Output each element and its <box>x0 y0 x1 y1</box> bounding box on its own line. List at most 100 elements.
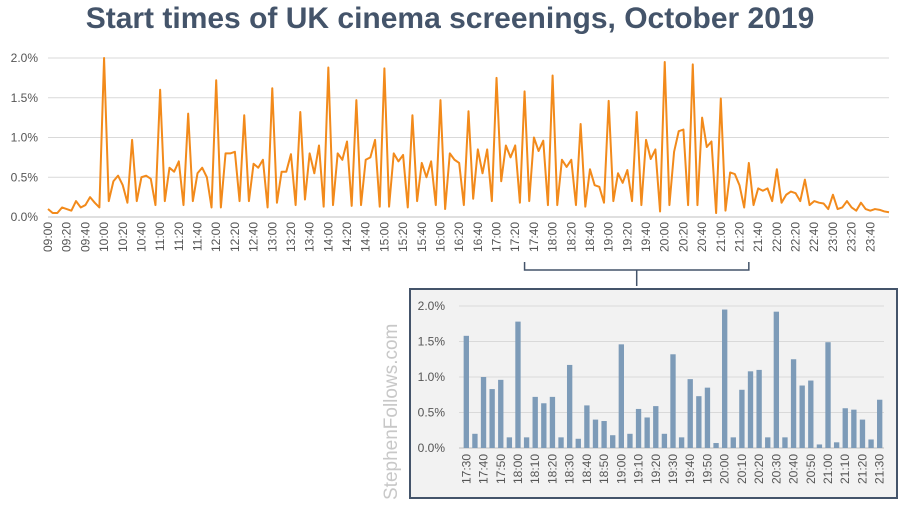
y-tick-label: 1.0% <box>418 370 446 384</box>
bar <box>463 335 469 448</box>
x-tick-label: 21:00 <box>714 222 728 252</box>
x-tick-label: 20:20 <box>752 454 766 484</box>
x-tick-label: 18:30 <box>563 454 577 484</box>
x-tick-label: 19:40 <box>683 454 697 484</box>
bar <box>782 437 788 448</box>
x-tick-label: 22:40 <box>807 222 821 252</box>
x-tick-label: 09:00 <box>41 222 55 252</box>
x-tick-label: 22:20 <box>789 222 803 252</box>
x-tick-label: 19:20 <box>649 454 663 484</box>
y-tick-label: 0.0% <box>418 441 446 455</box>
bar <box>833 442 840 448</box>
x-tick-label: 09:20 <box>60 222 74 252</box>
x-tick-label: 17:40 <box>527 222 541 252</box>
x-tick-label: 18:20 <box>564 222 578 252</box>
x-tick-label: 17:00 <box>490 222 504 252</box>
x-tick-label: 23:40 <box>863 222 877 252</box>
x-tick-label: 20:10 <box>735 454 749 484</box>
x-tick-label: 09:40 <box>78 222 92 252</box>
x-tick-label: 22:00 <box>770 222 784 252</box>
x-tick-label: 19:10 <box>632 454 646 484</box>
bar <box>489 389 495 448</box>
y-tick-label: 1.0% <box>11 131 39 145</box>
x-tick-label: 10:00 <box>97 222 111 252</box>
x-tick-label: 15:00 <box>377 222 391 252</box>
bar <box>523 437 530 448</box>
x-tick-label: 14:40 <box>359 222 373 252</box>
bar <box>756 369 762 448</box>
x-tick-label: 21:20 <box>732 222 746 252</box>
bar <box>670 354 676 448</box>
bar <box>644 417 650 448</box>
bar <box>515 321 521 448</box>
x-tick-label: 19:40 <box>639 222 653 252</box>
x-tick-label: 20:00 <box>718 454 732 484</box>
bar <box>877 399 883 448</box>
bar <box>498 379 504 448</box>
x-tick-label: 11:00 <box>153 222 167 251</box>
zoom-bracket <box>523 262 750 286</box>
bar <box>480 377 487 448</box>
bar <box>618 344 624 448</box>
x-tick-label: 20:40 <box>787 454 801 484</box>
x-tick-label: 12:00 <box>209 222 223 252</box>
bar <box>859 419 866 448</box>
x-tick-label: 21:20 <box>855 454 869 484</box>
x-tick-label: 21:30 <box>873 454 887 484</box>
bar <box>851 409 857 448</box>
bar <box>566 364 573 448</box>
chart-title: Start times of UK cinema screenings, Oct… <box>85 2 815 35</box>
x-tick-label: 23:20 <box>845 222 859 252</box>
y-tick-label: 1.5% <box>418 335 446 349</box>
bar <box>842 408 848 448</box>
x-tick-label: 21:00 <box>821 454 835 484</box>
x-tick-label: 20:40 <box>695 222 709 252</box>
inset-bars <box>463 309 883 448</box>
bar <box>635 408 642 448</box>
bar <box>730 437 736 448</box>
bar <box>868 439 874 448</box>
watermark-text: StephenFollows.com <box>381 324 402 500</box>
bar <box>739 389 745 448</box>
bar <box>678 437 685 448</box>
x-tick-label: 18:10 <box>528 454 542 484</box>
bar <box>661 433 668 448</box>
bar <box>610 435 616 448</box>
x-tick-label: 13:00 <box>265 222 279 252</box>
bar <box>601 421 607 448</box>
x-tick-label: 13:40 <box>303 222 317 252</box>
bar <box>790 359 797 448</box>
bar <box>825 342 831 448</box>
x-tick-label: 11:40 <box>191 222 205 251</box>
inset-x-axis: 17:30 17:40 17:50 18:00 18:10 18:20 18:30 18:40… <box>459 454 886 484</box>
x-tick-label: 14:00 <box>321 222 335 252</box>
x-tick-label: 16:20 <box>452 222 466 252</box>
x-tick-label: 11:20 <box>172 222 186 251</box>
bar <box>592 419 599 448</box>
x-tick-label: 21:10 <box>838 454 852 484</box>
bar <box>773 311 780 448</box>
x-tick-label: 19:00 <box>614 454 628 484</box>
bar <box>532 396 538 448</box>
y-tick-label: 2.0% <box>418 299 446 313</box>
x-tick-label: 16:40 <box>471 222 485 252</box>
x-tick-label: 16:00 <box>433 222 447 252</box>
bar <box>549 396 556 448</box>
bar <box>627 433 633 448</box>
x-tick-label: 12:40 <box>247 222 261 252</box>
x-tick-label: 14:20 <box>340 222 354 252</box>
bar <box>816 444 823 448</box>
main-x-axis: 09:00 09:20 09:40 10:00 10:20 10:40 11:00 11:20… <box>41 222 877 252</box>
x-tick-label: 10:40 <box>134 222 148 252</box>
x-tick-label: 19:20 <box>620 222 634 252</box>
x-tick-label: 18:40 <box>580 454 594 484</box>
bar <box>808 380 814 448</box>
x-tick-label: 18:40 <box>583 222 597 252</box>
x-tick-label: 19:30 <box>666 454 680 484</box>
inset-bar-chart: 0.0% 0.5% 1.0% 1.5% 2.0% 17:30 17:40 17:50 18:0… <box>409 288 898 499</box>
bar <box>747 371 754 448</box>
x-tick-label: 15:20 <box>396 222 410 252</box>
x-tick-label: 17:50 <box>494 454 508 484</box>
bar <box>722 309 728 448</box>
x-tick-label: 18:50 <box>597 454 611 484</box>
